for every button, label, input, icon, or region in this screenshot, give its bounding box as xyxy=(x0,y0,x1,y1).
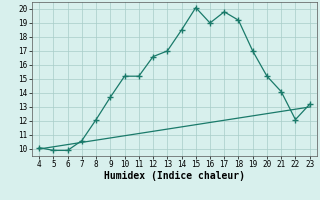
X-axis label: Humidex (Indice chaleur): Humidex (Indice chaleur) xyxy=(104,171,245,181)
